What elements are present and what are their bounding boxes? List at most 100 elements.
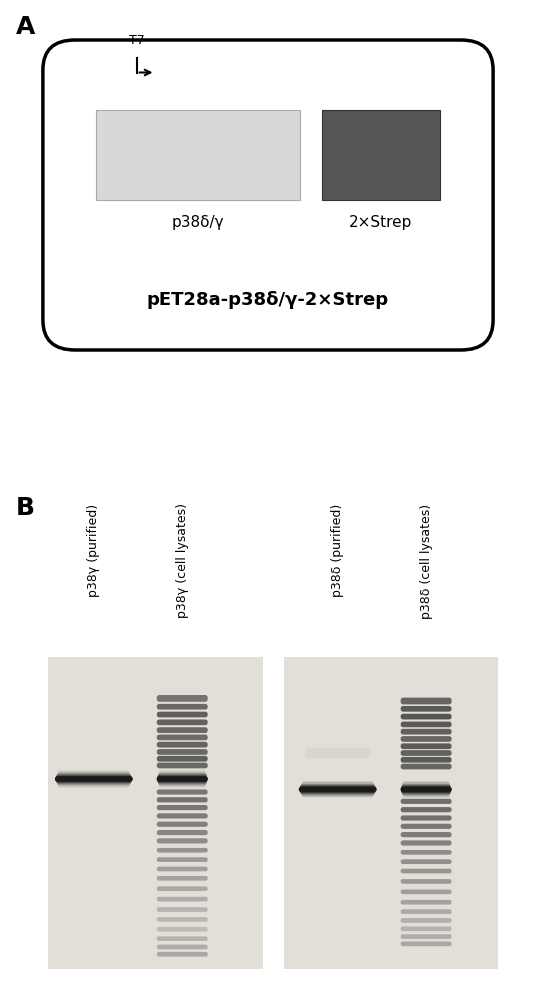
FancyBboxPatch shape <box>56 780 131 782</box>
FancyBboxPatch shape <box>402 792 450 794</box>
FancyBboxPatch shape <box>48 657 263 969</box>
FancyBboxPatch shape <box>401 790 451 791</box>
FancyBboxPatch shape <box>300 791 375 793</box>
FancyBboxPatch shape <box>402 792 450 794</box>
FancyBboxPatch shape <box>56 780 131 782</box>
FancyBboxPatch shape <box>401 787 451 789</box>
FancyBboxPatch shape <box>300 786 375 788</box>
FancyBboxPatch shape <box>301 792 375 794</box>
FancyBboxPatch shape <box>56 779 132 781</box>
FancyBboxPatch shape <box>401 786 451 788</box>
FancyBboxPatch shape <box>157 735 208 740</box>
FancyBboxPatch shape <box>401 791 451 793</box>
FancyBboxPatch shape <box>57 781 131 783</box>
FancyBboxPatch shape <box>158 775 206 777</box>
FancyBboxPatch shape <box>55 778 133 780</box>
FancyBboxPatch shape <box>56 779 132 781</box>
FancyBboxPatch shape <box>157 777 207 779</box>
FancyBboxPatch shape <box>57 781 131 783</box>
FancyBboxPatch shape <box>158 776 207 778</box>
FancyBboxPatch shape <box>401 706 451 712</box>
FancyBboxPatch shape <box>300 787 376 789</box>
FancyBboxPatch shape <box>301 785 375 787</box>
FancyBboxPatch shape <box>158 781 206 783</box>
FancyBboxPatch shape <box>56 776 131 778</box>
FancyBboxPatch shape <box>57 775 131 777</box>
FancyBboxPatch shape <box>300 791 375 793</box>
FancyBboxPatch shape <box>56 776 131 778</box>
FancyBboxPatch shape <box>55 778 133 780</box>
FancyBboxPatch shape <box>158 775 206 777</box>
FancyBboxPatch shape <box>301 785 375 787</box>
FancyBboxPatch shape <box>301 785 375 787</box>
FancyBboxPatch shape <box>300 787 376 789</box>
FancyBboxPatch shape <box>157 778 208 780</box>
FancyBboxPatch shape <box>157 777 207 779</box>
FancyBboxPatch shape <box>157 778 208 780</box>
FancyBboxPatch shape <box>401 859 451 864</box>
FancyBboxPatch shape <box>401 799 451 804</box>
FancyBboxPatch shape <box>158 776 207 778</box>
FancyBboxPatch shape <box>157 756 208 762</box>
FancyBboxPatch shape <box>299 786 376 792</box>
FancyBboxPatch shape <box>401 879 451 884</box>
FancyBboxPatch shape <box>157 779 207 781</box>
FancyBboxPatch shape <box>300 786 375 788</box>
FancyBboxPatch shape <box>158 775 206 777</box>
FancyBboxPatch shape <box>57 775 131 777</box>
FancyBboxPatch shape <box>401 791 451 793</box>
FancyBboxPatch shape <box>56 779 132 781</box>
FancyBboxPatch shape <box>401 790 451 791</box>
FancyBboxPatch shape <box>157 907 208 912</box>
FancyBboxPatch shape <box>158 781 206 783</box>
FancyBboxPatch shape <box>157 727 208 733</box>
FancyBboxPatch shape <box>401 790 451 791</box>
FancyBboxPatch shape <box>401 714 451 719</box>
FancyBboxPatch shape <box>402 785 450 787</box>
FancyBboxPatch shape <box>158 776 207 778</box>
FancyBboxPatch shape <box>158 780 207 782</box>
FancyBboxPatch shape <box>158 781 206 783</box>
FancyBboxPatch shape <box>57 781 131 783</box>
FancyBboxPatch shape <box>157 778 208 780</box>
FancyBboxPatch shape <box>401 787 451 789</box>
FancyBboxPatch shape <box>56 777 132 779</box>
FancyBboxPatch shape <box>158 781 206 783</box>
FancyBboxPatch shape <box>402 785 450 787</box>
FancyBboxPatch shape <box>158 775 206 777</box>
FancyBboxPatch shape <box>158 780 207 782</box>
FancyBboxPatch shape <box>57 781 131 783</box>
FancyBboxPatch shape <box>301 792 375 794</box>
FancyBboxPatch shape <box>157 777 207 779</box>
FancyBboxPatch shape <box>157 778 208 780</box>
FancyBboxPatch shape <box>401 788 451 790</box>
FancyBboxPatch shape <box>157 779 207 781</box>
FancyBboxPatch shape <box>57 775 131 777</box>
FancyBboxPatch shape <box>299 788 376 790</box>
FancyBboxPatch shape <box>56 779 132 781</box>
FancyBboxPatch shape <box>401 790 451 791</box>
FancyBboxPatch shape <box>157 777 207 779</box>
Text: p38γ (purified): p38γ (purified) <box>87 503 100 597</box>
FancyBboxPatch shape <box>56 777 132 779</box>
FancyBboxPatch shape <box>401 832 451 837</box>
FancyBboxPatch shape <box>301 785 375 787</box>
FancyBboxPatch shape <box>157 695 208 702</box>
FancyBboxPatch shape <box>57 775 131 777</box>
FancyBboxPatch shape <box>300 790 376 791</box>
FancyBboxPatch shape <box>402 785 450 787</box>
FancyBboxPatch shape <box>57 781 131 783</box>
FancyBboxPatch shape <box>157 778 208 780</box>
FancyBboxPatch shape <box>158 776 207 778</box>
FancyBboxPatch shape <box>56 776 131 778</box>
FancyBboxPatch shape <box>300 790 376 791</box>
FancyBboxPatch shape <box>56 777 132 779</box>
FancyBboxPatch shape <box>300 790 376 791</box>
FancyBboxPatch shape <box>55 778 133 780</box>
FancyBboxPatch shape <box>300 786 375 788</box>
FancyBboxPatch shape <box>157 876 208 881</box>
FancyBboxPatch shape <box>401 791 451 793</box>
FancyBboxPatch shape <box>158 776 207 778</box>
FancyBboxPatch shape <box>301 785 375 787</box>
FancyBboxPatch shape <box>157 777 207 779</box>
